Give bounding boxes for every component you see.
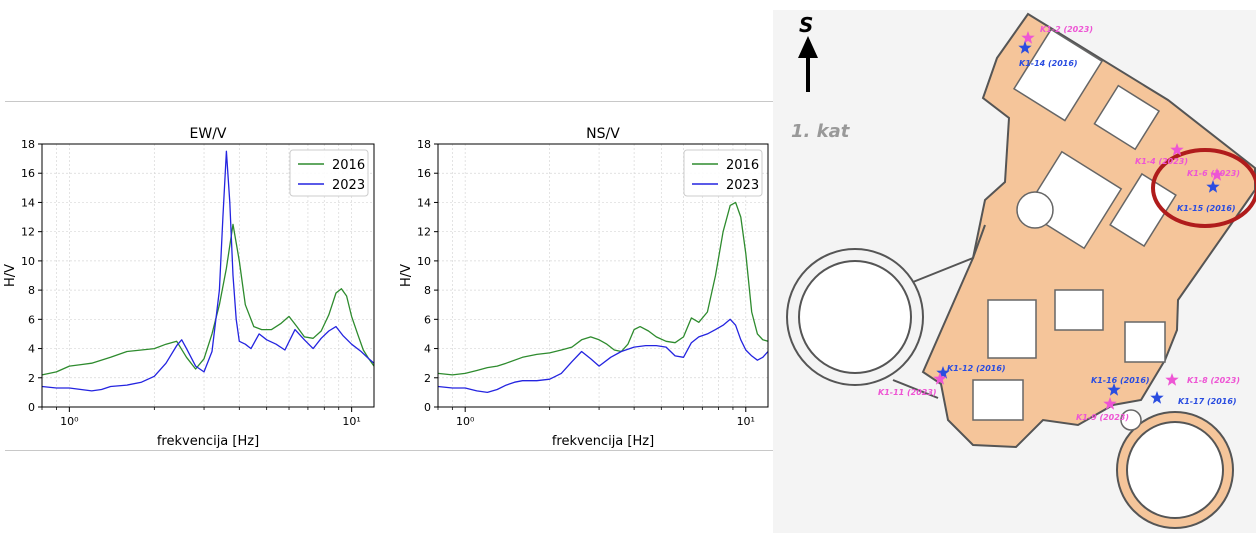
chart0-ytick-label: 0 bbox=[28, 401, 35, 414]
marker-label-k1-15: K1-15 (2016) bbox=[1177, 204, 1236, 213]
interior-walls bbox=[972, 28, 1177, 431]
chart0-ytick-label: 8 bbox=[28, 284, 35, 297]
north-label: S bbox=[799, 13, 813, 37]
room-2 bbox=[1093, 84, 1161, 151]
chart0-ytick-label: 12 bbox=[21, 226, 35, 239]
north-arrow-head bbox=[798, 36, 818, 58]
chart0-legend-label-2016: 2016 bbox=[332, 158, 365, 173]
marker-label-k1-9: K1-9 (2023) bbox=[1076, 413, 1129, 422]
chart1-ytick-label: 8 bbox=[424, 284, 431, 297]
marker-label-k1-4: K1-4 (2023) bbox=[1135, 157, 1188, 166]
marker-label-k1-17: K1-17 (2016) bbox=[1178, 397, 1237, 406]
room-5 bbox=[1054, 289, 1104, 331]
chart-ew-v-svg: 0 2 4 6 8 10 12 14 16 18 10⁰ 10¹ EW/V frekvencija [Hz… bbox=[3, 126, 375, 449]
room-6 bbox=[987, 299, 1037, 359]
marker-star-k1-4 bbox=[1170, 143, 1184, 156]
chart1-axes-frame bbox=[437, 143, 769, 408]
marker-star-k1-16 bbox=[1107, 383, 1121, 396]
measurement-markers: K1-2 (2023) K1-14 (2016) K1-4 (2023) K1-6 (… bbox=[878, 25, 1240, 422]
chart1-legend-label-2023: 2023 bbox=[726, 178, 759, 193]
marker-star-k1-11 bbox=[933, 372, 947, 385]
marker-label-k1-6: K1-6 (2023) bbox=[1187, 169, 1240, 178]
chart1-title: NS/V bbox=[586, 126, 620, 142]
marker-label-k1-16: K1-16 (2016) bbox=[1091, 376, 1150, 385]
floor-label: 1. kat bbox=[791, 121, 851, 142]
marker-star-k1-14 bbox=[1018, 41, 1032, 54]
chart-ew-v: 0 2 4 6 8 10 12 14 16 18 10⁰ 10¹ EW/V frekvencija [Hz… bbox=[0, 120, 380, 454]
marker-star-k1-9 bbox=[1103, 397, 1117, 410]
chart0-ytick-label: 10 bbox=[21, 255, 35, 268]
marker-label-k1-2: K1-2 (2023) bbox=[1040, 25, 1093, 34]
chart1-ytick-label: 16 bbox=[417, 167, 431, 180]
chart-ns-v: 0 2 4 6 8 10 12 14 16 18 10⁰ 10¹ NS/V frekvencija [Hz… bbox=[396, 120, 774, 454]
chart1-ylabel: H/V bbox=[399, 264, 414, 287]
marker-star-k1-6 bbox=[1210, 168, 1224, 181]
west-tower-inner bbox=[798, 260, 912, 374]
chart1-ytick-label: 6 bbox=[424, 313, 431, 326]
south-tower-inner bbox=[1126, 421, 1224, 519]
chart1-series-2016-line bbox=[437, 201, 769, 376]
chart0-title: EW/V bbox=[190, 126, 227, 142]
top-divider bbox=[5, 101, 773, 102]
bottom-divider bbox=[5, 450, 773, 451]
chart0-ytick-label: 6 bbox=[28, 313, 35, 326]
chart0-legend-label-2023: 2023 bbox=[332, 178, 365, 193]
highlight-circle bbox=[1151, 148, 1256, 228]
chart1-ytick-label: 14 bbox=[417, 196, 431, 209]
room-4 bbox=[1109, 172, 1177, 248]
chart1-legend-label-2016: 2016 bbox=[726, 158, 759, 173]
room-1 bbox=[1012, 28, 1104, 122]
chart0-xlabel: frekvencija [Hz] bbox=[157, 434, 259, 449]
west-wall bbox=[912, 224, 986, 283]
connector-wall bbox=[892, 379, 939, 399]
chart0-ytick-label: 2 bbox=[28, 372, 35, 385]
room-8 bbox=[972, 379, 1024, 421]
stair-south bbox=[1120, 409, 1142, 431]
chart1-xtick-label: 10¹ bbox=[737, 415, 755, 428]
marker-star-k1-8 bbox=[1165, 373, 1179, 386]
room-3 bbox=[1023, 150, 1123, 250]
chart1-ytick-label: 12 bbox=[417, 226, 431, 239]
chart1-ytick-label: 4 bbox=[424, 343, 431, 356]
chart0-xtick-label: 10¹ bbox=[342, 415, 360, 428]
marker-label-k1-8: K1-8 (2023) bbox=[1187, 376, 1240, 385]
chart1-ytick-label: 2 bbox=[424, 372, 431, 385]
chart0-ytick-label: 14 bbox=[21, 196, 35, 209]
chart0-ytick-label: 4 bbox=[28, 343, 35, 356]
chart0-ylabel: H/V bbox=[3, 264, 18, 287]
room-7 bbox=[1124, 321, 1166, 363]
marker-label-k1-11: K1-11 (2023) bbox=[878, 388, 937, 397]
marker-star-k1-12 bbox=[936, 366, 950, 379]
chart1-xlabel: frekvencija [Hz] bbox=[552, 434, 654, 449]
stair-west bbox=[1016, 191, 1054, 229]
chart0-ytick-label: 16 bbox=[21, 167, 35, 180]
marker-label-k1-12: K1-12 (2016) bbox=[947, 364, 1006, 373]
marker-star-k1-2 bbox=[1021, 31, 1035, 44]
chart-ns-v-svg: 0 2 4 6 8 10 12 14 16 18 10⁰ 10¹ NS/V frekvencija [Hz… bbox=[399, 126, 769, 449]
floor-plan: S 1. kat K1-2 (2023) K1-14 (2016) K1-4 (20… bbox=[773, 10, 1256, 533]
chart0-ytick-label: 18 bbox=[21, 138, 35, 151]
chart1-ytick-label: 10 bbox=[417, 255, 431, 268]
north-arrow: S bbox=[798, 13, 818, 92]
chart1-series-2023-line bbox=[437, 318, 769, 394]
chart1-xtick-label: 10⁰ bbox=[456, 415, 475, 428]
west-tower-outer bbox=[786, 248, 924, 386]
chart0-xtick-label: 10⁰ bbox=[60, 415, 79, 428]
marker-star-k1-15 bbox=[1206, 180, 1220, 193]
chart0-series-2023-line bbox=[41, 150, 375, 392]
chart1-ytick-label: 0 bbox=[424, 401, 431, 414]
marker-star-k1-17 bbox=[1150, 391, 1164, 404]
chart1-ytick-label: 18 bbox=[417, 138, 431, 151]
marker-label-k1-14: K1-14 (2016) bbox=[1019, 59, 1078, 68]
chart0-axes-frame bbox=[41, 143, 375, 408]
chart0-series-2016-line bbox=[41, 223, 375, 376]
